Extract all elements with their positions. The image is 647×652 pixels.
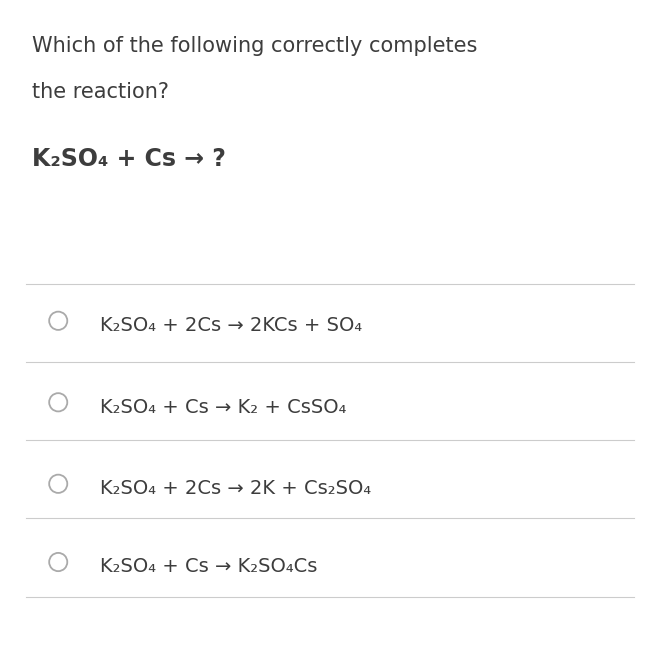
Text: K₂SO₄ + 2Cs → 2K + Cs₂SO₄: K₂SO₄ + 2Cs → 2K + Cs₂SO₄ [100,479,371,498]
Text: K₂SO₄ + Cs → ?: K₂SO₄ + Cs → ? [32,147,226,171]
Text: the reaction?: the reaction? [32,82,170,102]
Text: Which of the following correctly completes: Which of the following correctly complet… [32,36,477,56]
Text: K₂SO₄ + 2Cs → 2KCs + SO₄: K₂SO₄ + 2Cs → 2KCs + SO₄ [100,316,362,335]
Text: K₂SO₄ + Cs → K₂ + CsSO₄: K₂SO₄ + Cs → K₂ + CsSO₄ [100,398,347,417]
Text: K₂SO₄ + Cs → K₂SO₄Cs: K₂SO₄ + Cs → K₂SO₄Cs [100,557,318,576]
